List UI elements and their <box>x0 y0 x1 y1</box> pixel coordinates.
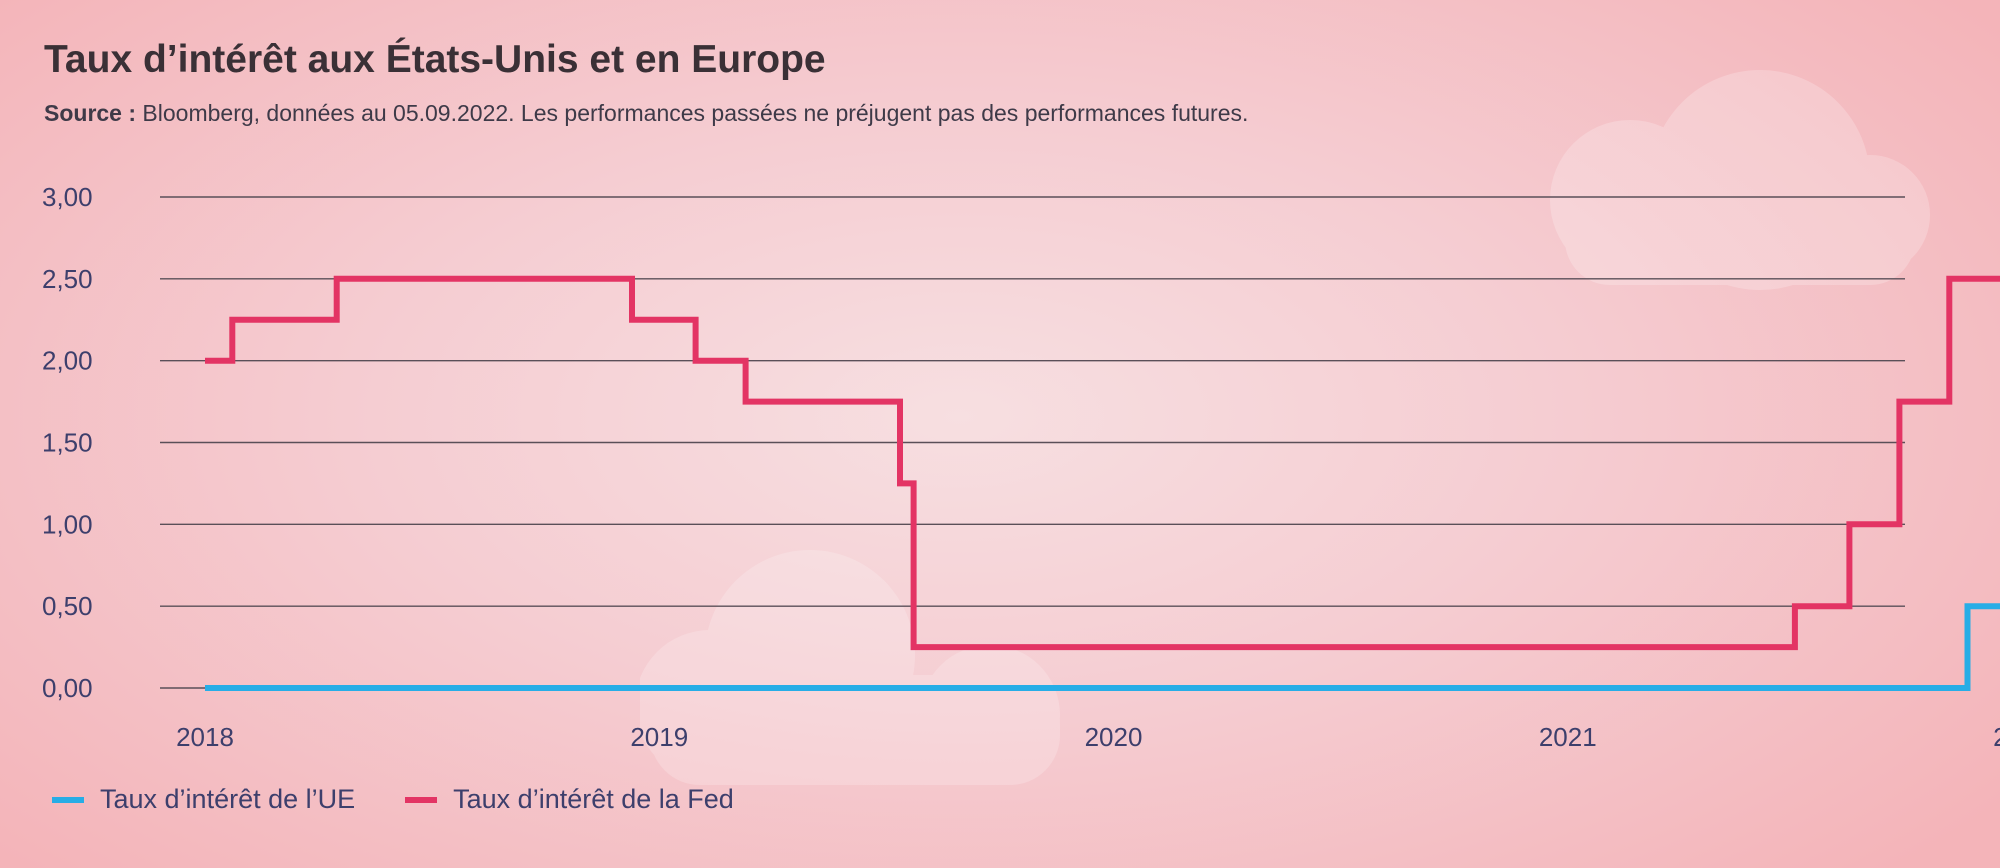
y-tick-label-4: 2,00 <box>42 346 93 376</box>
chart-title: Taux d’intérêt aux États-Unis et en Euro… <box>44 38 826 81</box>
series-line-fed <box>205 275 2000 651</box>
source-label: Source : <box>44 100 137 126</box>
y-tick-label-3: 1,50 <box>42 428 93 458</box>
cloud-decoration-bottom <box>640 550 1060 785</box>
legend-swatch-eu <box>52 796 84 803</box>
legend-label-fed: Taux d’intérêt de la Fed <box>453 784 734 814</box>
y-tick-label-2: 1,00 <box>42 509 93 539</box>
legend-label-eu: Taux d’intérêt de l’UE <box>100 784 356 814</box>
legend-swatch-fed <box>405 796 438 803</box>
legend-item-eu: Taux d’intérêt de l’UE <box>52 784 355 815</box>
cloud-decoration-right <box>1550 70 1930 290</box>
source-text: Bloomberg, données au 05.09.2022. Les pe… <box>142 100 1249 126</box>
legend-item-fed: Taux d’intérêt de la Fed <box>405 784 734 815</box>
legend: Taux d’intérêt de l’UE Taux d’intérêt de… <box>52 784 784 815</box>
series-line-eu <box>205 603 2000 691</box>
x-tick-label-4: 2022 <box>1993 722 2000 752</box>
y-tick-label-1: 0,50 <box>42 591 93 621</box>
y-tick-label-6: 3,00 <box>42 182 93 212</box>
x-tick-label-3: 2021 <box>1539 722 1597 752</box>
source-line: Source : Bloomberg, données au 05.09.202… <box>44 100 1248 127</box>
y-tick-label-5: 2,50 <box>42 264 93 294</box>
x-tick-label-0: 2018 <box>176 722 234 752</box>
x-tick-label-1: 2019 <box>630 722 688 752</box>
x-tick-label-2: 2020 <box>1085 722 1143 752</box>
y-tick-label-0: 0,00 <box>42 673 93 703</box>
